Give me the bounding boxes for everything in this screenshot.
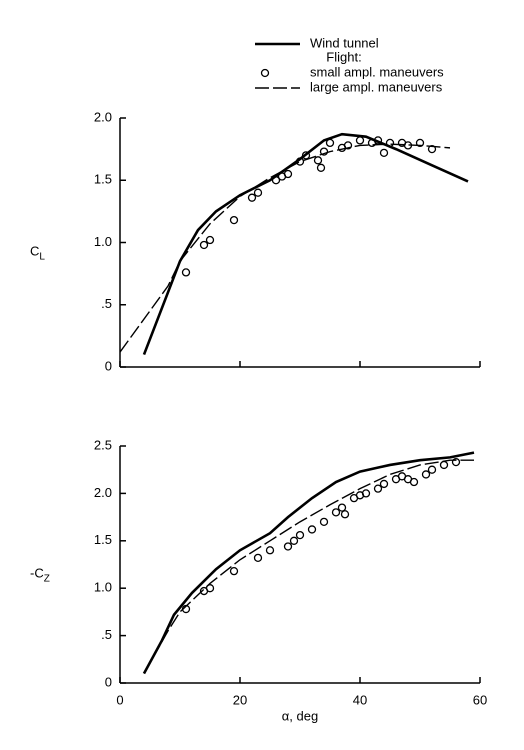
x-tick-label: 0 [116,692,123,707]
data-point [439,460,449,470]
data-point [307,525,317,534]
data-line [143,459,474,674]
data-point [451,457,461,467]
y-tick-label: 2.5 [94,437,112,452]
data-point [379,148,389,158]
data-point [319,517,329,526]
data-point [409,477,419,487]
x-tick-label: 60 [473,692,487,707]
y-tick-label: 2.0 [94,109,112,124]
data-point [421,470,431,479]
data-line [119,143,451,353]
data-point [289,536,299,545]
data-point [316,163,326,172]
data-point [313,156,323,165]
data-point [247,193,257,202]
data-point [205,235,215,245]
x-tick-label: 40 [353,692,367,707]
data-point [319,147,329,156]
legend-label: Wind tunnel [310,35,379,50]
data-point [181,268,191,277]
y-axis-label: CL [30,244,45,262]
data-point [385,138,395,148]
legend-heading: Flight: [326,49,361,64]
data-point [295,530,305,540]
data-point [271,176,281,185]
y-label-main: -C [30,566,44,581]
data-point [373,136,383,145]
y-tick-label: 1.0 [94,234,112,249]
data-point [199,240,209,250]
y-tick-label: 2.0 [94,485,112,500]
data-point [355,136,365,145]
legend-label: large ampl. maneuvers [310,79,443,94]
y-tick-label: 0 [105,358,112,373]
data-point [379,479,389,489]
x-tick-label: 20 [233,692,247,707]
y-label-subscript: Z [44,573,50,584]
data-point [253,553,263,563]
y-label-main: C [30,244,39,259]
y-tick-label: 1.0 [94,580,112,595]
y-axis-label: -CZ [30,566,50,584]
data-point [415,138,425,148]
data-point [331,508,341,517]
data-point [361,489,371,498]
data-point [229,566,239,576]
data-point [340,510,350,519]
data-point [205,584,215,593]
y-tick-label: .5 [101,296,112,311]
x-axis-label: α, deg [282,708,318,723]
data-line [142,451,475,675]
data-point [265,546,275,555]
data-line [142,132,469,356]
data-point [229,215,239,225]
data-point [295,157,305,166]
y-tick-label: .5 [101,627,112,642]
data-point [283,169,293,179]
data-point [427,465,437,474]
data-point [427,144,437,154]
data-point [343,141,353,150]
data-point [283,542,293,551]
data-point [373,484,383,493]
y-tick-label: 1.5 [94,172,112,187]
data-point [325,138,335,148]
y-tick-label: 1.5 [94,532,112,547]
y-label-subscript: L [39,251,45,262]
data-point [253,188,263,197]
legend-marker [260,68,270,78]
data-point [337,503,347,512]
y-tick-label: 0 [105,674,112,689]
legend-label: small ampl. maneuvers [310,64,444,79]
